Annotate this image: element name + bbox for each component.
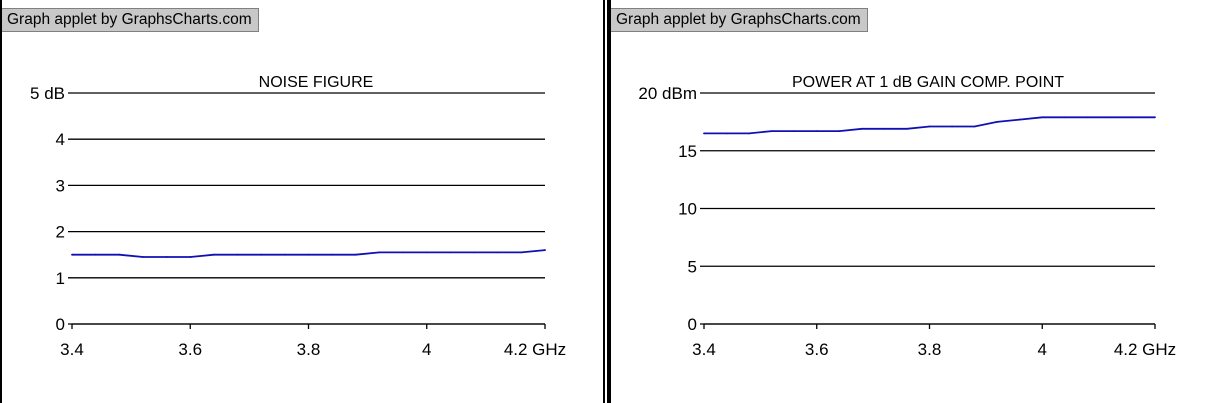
y-tick-label: 2 — [56, 223, 65, 242]
data-point — [402, 251, 404, 254]
x-tick-label: 3.6 — [178, 340, 202, 359]
data-point — [951, 125, 953, 128]
data-point — [236, 253, 239, 256]
y-tick-label: 0 — [688, 315, 697, 334]
data-point — [213, 253, 215, 256]
x-tick-label: 4 — [422, 340, 431, 359]
data-point — [860, 127, 863, 130]
data-point — [1154, 116, 1156, 119]
data-point — [94, 253, 97, 256]
y-tick-label: 10 — [678, 200, 697, 219]
data-point — [1131, 116, 1134, 119]
x-tick-label: 3.4 — [60, 340, 84, 359]
data-point — [928, 125, 931, 128]
data-point — [838, 130, 841, 133]
data-point — [189, 256, 192, 258]
y-tick-label: 1 — [56, 269, 65, 288]
chart-title: NOISE FIGURE — [259, 74, 374, 91]
y-tick-label: 3 — [56, 176, 65, 195]
chart-panel-noise-figure: Graph applet by GraphsCharts.com 0 1 2 3 4 5 … — [0, 0, 567, 403]
y-tick-label: 4 — [56, 130, 65, 149]
data-point — [1109, 116, 1111, 119]
y-tick-label: 20 dBm — [638, 84, 697, 103]
chart-panel-power-1db: Graph applet by GraphsCharts.com 0 5 10 15 2… — [609, 0, 1206, 403]
data-point — [260, 253, 263, 256]
data-point — [449, 251, 452, 254]
credit-label: Graph applet by GraphsCharts.com — [2, 8, 259, 32]
data-point — [725, 132, 728, 135]
data-point — [520, 251, 523, 254]
data-point — [473, 251, 475, 254]
x-tick-label: 4.2 GHz — [1114, 340, 1176, 359]
data-point — [770, 130, 773, 133]
data-point — [883, 127, 886, 130]
x-tick-label: 4.2 GHz — [504, 340, 566, 359]
credit-label: Graph applet by GraphsCharts.com — [611, 8, 868, 32]
data-point — [996, 120, 999, 123]
data-point — [425, 251, 428, 254]
data-point — [165, 256, 168, 258]
x-tick-label: 3.8 — [297, 340, 321, 359]
data-point — [1086, 116, 1089, 119]
data-point — [307, 253, 310, 256]
data-point — [378, 251, 381, 254]
data-point — [793, 130, 796, 133]
data-point — [906, 127, 908, 130]
data-point — [1018, 118, 1021, 121]
data-point — [71, 253, 73, 256]
data-point — [283, 253, 286, 256]
data-point — [331, 253, 334, 256]
chart-title: POWER AT 1 dB GAIN COMP. POINT — [792, 74, 1064, 91]
y-tick-label: 15 — [678, 142, 697, 161]
data-point — [1041, 116, 1044, 119]
data-point — [118, 253, 121, 256]
x-tick-label: 4 — [1038, 340, 1047, 359]
y-tick-label: 0 — [56, 315, 65, 334]
data-point — [142, 256, 144, 258]
y-tick-label: 5 dB — [30, 84, 65, 103]
x-tick-label: 3.8 — [918, 340, 942, 359]
data-point — [544, 249, 546, 251]
data-point — [973, 125, 976, 128]
noise-figure-chart: 0 1 2 3 4 5 dB 3.4 3.6 3.8 4 4.2 GHz NOISE FIGURE — [30, 74, 566, 359]
data-point — [1063, 116, 1066, 119]
data-point — [748, 132, 750, 135]
y-tick-label: 5 — [688, 257, 697, 276]
x-tick-label: 3.4 — [692, 340, 716, 359]
panel-divider — [603, 0, 609, 403]
data-point — [703, 132, 705, 135]
data-point — [354, 253, 357, 256]
data-point — [815, 130, 818, 133]
data-point — [496, 251, 499, 254]
series-line — [72, 249, 546, 258]
power-1db-chart: 0 5 10 15 20 dBm 3.4 3.6 3.8 4 4.2 GHz POWER AT 1 … — [638, 74, 1176, 359]
x-tick-label: 3.6 — [805, 340, 829, 359]
